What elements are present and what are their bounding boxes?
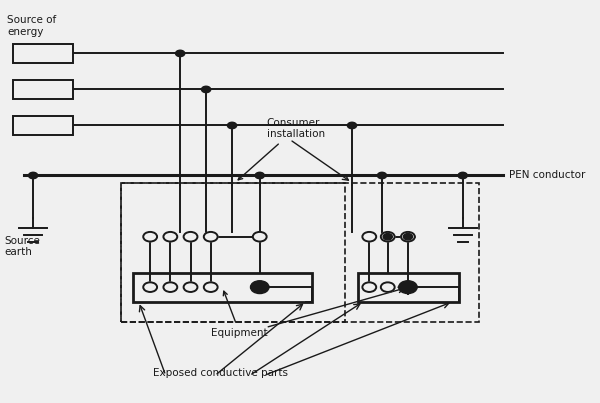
Text: Source
earth: Source earth <box>4 235 40 257</box>
Text: Exposed conductive parts: Exposed conductive parts <box>153 368 288 378</box>
Circle shape <box>383 233 392 240</box>
Circle shape <box>204 283 218 292</box>
Bar <box>13 116 73 135</box>
Bar <box>121 183 345 322</box>
Circle shape <box>377 172 386 179</box>
Circle shape <box>401 232 415 241</box>
Bar <box>13 44 73 63</box>
Circle shape <box>143 283 157 292</box>
Bar <box>13 80 73 99</box>
Text: Consumer
installation: Consumer installation <box>238 118 325 180</box>
Circle shape <box>398 281 417 293</box>
Circle shape <box>163 283 177 292</box>
Circle shape <box>204 232 218 241</box>
Circle shape <box>362 283 376 292</box>
Circle shape <box>362 232 376 241</box>
Circle shape <box>381 232 395 241</box>
Circle shape <box>347 122 356 129</box>
Circle shape <box>381 283 395 292</box>
Circle shape <box>202 86 211 93</box>
Text: PEN conductor: PEN conductor <box>509 170 585 181</box>
Text: Equipment: Equipment <box>211 291 268 338</box>
Circle shape <box>163 232 177 241</box>
Bar <box>358 273 458 301</box>
Circle shape <box>176 50 185 56</box>
Circle shape <box>184 283 197 292</box>
Circle shape <box>255 172 265 179</box>
Bar <box>133 273 311 301</box>
Text: Source of
energy: Source of energy <box>7 15 56 37</box>
Circle shape <box>143 232 157 241</box>
Circle shape <box>253 232 266 241</box>
Circle shape <box>251 281 269 293</box>
Bar <box>121 183 479 322</box>
Circle shape <box>227 122 236 129</box>
Circle shape <box>403 233 413 240</box>
Circle shape <box>458 172 467 179</box>
Circle shape <box>28 172 38 179</box>
Circle shape <box>184 232 197 241</box>
